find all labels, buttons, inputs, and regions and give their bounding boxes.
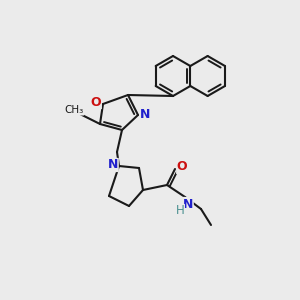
Text: CH₃: CH₃ — [64, 105, 84, 115]
Text: N: N — [183, 197, 193, 211]
Text: H: H — [176, 205, 184, 218]
Text: O: O — [177, 160, 187, 173]
Text: O: O — [91, 95, 101, 109]
Text: N: N — [140, 109, 150, 122]
Text: N: N — [108, 158, 118, 172]
